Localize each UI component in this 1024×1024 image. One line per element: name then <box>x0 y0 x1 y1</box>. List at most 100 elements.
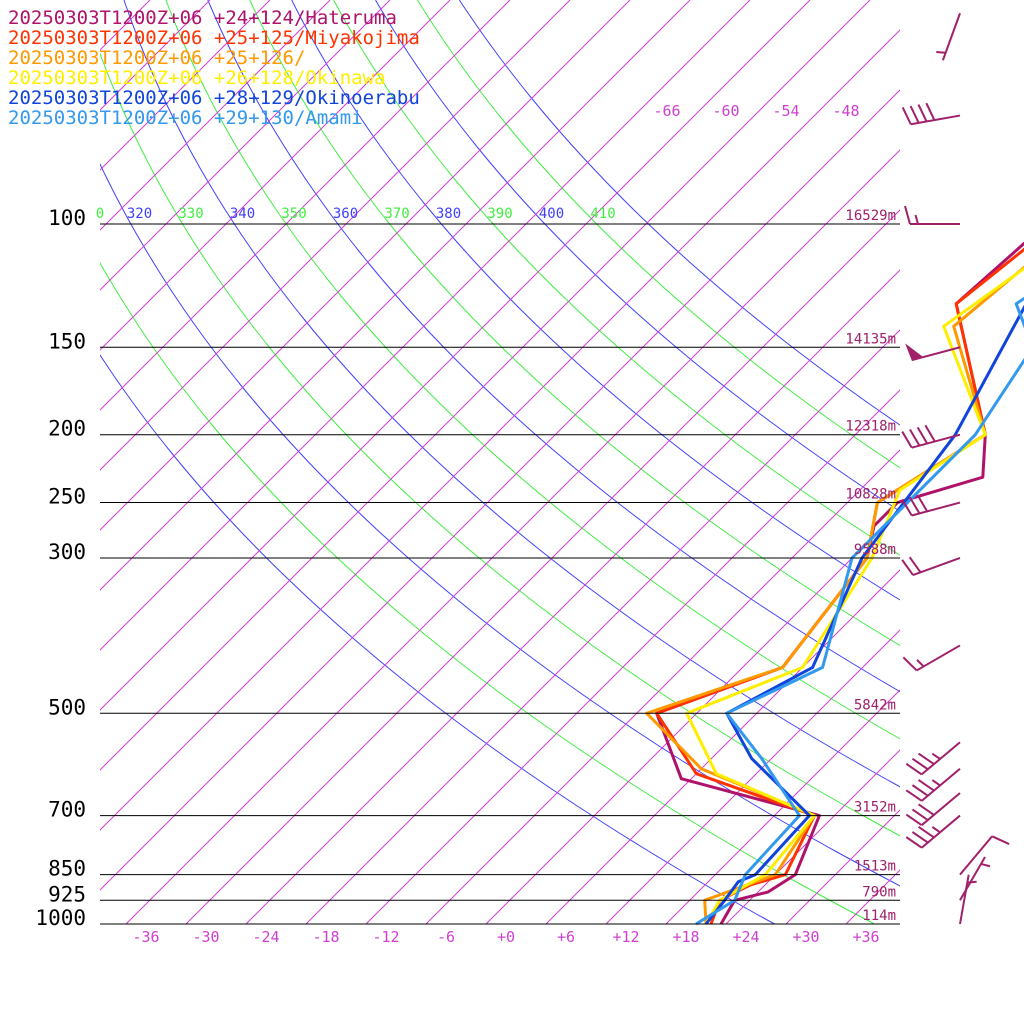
theta-line <box>100 162 900 887</box>
grid-layer <box>0 0 1024 924</box>
theta-line <box>249 0 900 646</box>
upper-temp-label: -54 <box>772 102 799 120</box>
theta-label: 400 <box>539 206 564 222</box>
isotherm-line <box>365 389 900 924</box>
isotherm-line <box>100 0 811 711</box>
legend-entry-6: 20250303T1200Z+06 +29+130/Amami <box>8 107 363 129</box>
profile-line-4 <box>685 266 1024 925</box>
temp-tick-label: -30 <box>192 928 219 946</box>
isotherm-line <box>485 509 900 924</box>
theta-line <box>375 0 900 512</box>
temp-tick-label: +24 <box>732 928 759 946</box>
height-label: 1513m <box>854 859 896 875</box>
wind-barb <box>905 741 961 776</box>
wind-barb <box>905 767 961 802</box>
isotherm-line <box>305 329 900 924</box>
isotherm-line <box>425 449 900 924</box>
height-label: 9588m <box>854 542 896 558</box>
isotherm-line <box>100 0 271 171</box>
legend-entry-2: 20250303T1200Z+06 +25+125/Miyakojima <box>8 27 420 49</box>
height-label: 16529m <box>845 208 896 224</box>
theta-label: 340 <box>230 206 255 222</box>
theta-line <box>417 0 900 469</box>
isotherm-line <box>125 149 900 924</box>
theta-label: 380 <box>436 206 461 222</box>
theta-label: 370 <box>384 206 409 222</box>
height-label: 14135m <box>845 331 896 347</box>
pressure-label: 100 <box>48 206 86 230</box>
temp-tick-label: +0 <box>497 928 515 946</box>
wind-barb <box>905 343 961 362</box>
temp-tick-label: -6 <box>437 928 455 946</box>
isotherm-line <box>100 0 631 531</box>
legend-entry-1: 20250303T1200Z+06 +24+124/Hateruma <box>8 7 397 29</box>
theta-label: 320 <box>127 206 152 222</box>
barb-layer <box>901 12 1010 925</box>
label-layer: 100 16529m 150 14135m 200 12318m 250 10828m 300 9… <box>35 102 900 946</box>
isotherm-line <box>245 269 900 924</box>
legend-entry-5: 20250303T1200Z+06 +28+129/Okinoerabu <box>8 87 420 109</box>
pressure-label: 200 <box>48 417 86 441</box>
pressure-label: 700 <box>48 798 86 822</box>
temp-tick-label: -24 <box>252 928 279 946</box>
pressure-label: 300 <box>48 540 86 564</box>
temp-tick-label: +6 <box>557 928 575 946</box>
temp-tick-label: +18 <box>672 928 699 946</box>
temp-tick-label: -36 <box>132 928 159 946</box>
isotherm-line <box>100 0 751 651</box>
isotherm-line <box>100 0 391 291</box>
wind-barb <box>905 814 961 849</box>
wind-barb <box>902 644 961 672</box>
theta-line <box>100 261 875 924</box>
isotherm-line <box>725 749 900 924</box>
theta-line <box>123 0 900 788</box>
height-label: 3152m <box>854 800 896 816</box>
pressure-label: 250 <box>48 485 86 509</box>
isotherm-line <box>100 0 511 411</box>
isotherm-line <box>0 0 90 924</box>
isotherm-line <box>100 0 151 51</box>
height-label: 114m <box>862 908 896 924</box>
isotherm-line <box>100 89 900 891</box>
isotherm-line <box>100 0 571 471</box>
pressure-label: 150 <box>48 329 86 353</box>
isotherm-line <box>100 0 691 591</box>
temp-tick-label: -12 <box>372 928 399 946</box>
series-layer <box>645 241 1024 926</box>
theta-label: 360 <box>333 206 358 222</box>
theta-line <box>207 0 900 693</box>
legend-entry-3: 20250303T1200Z+06 +25+126/ <box>8 47 305 69</box>
wind-barb <box>905 792 961 827</box>
pressure-label: 850 <box>48 857 86 881</box>
theta-label: 350 <box>281 206 306 222</box>
theta-label: 410 <box>590 206 615 222</box>
height-label: 790m <box>862 884 896 900</box>
isotherm-line <box>100 0 451 351</box>
isotherm-line <box>605 629 900 924</box>
wind-barb <box>959 835 1010 876</box>
height-label: 12318m <box>845 419 896 435</box>
profile-line-1 <box>655 241 1024 925</box>
isotherm-line <box>785 809 900 924</box>
theta-line <box>458 0 900 426</box>
temp-tick-label: -18 <box>312 928 339 946</box>
theta-label: 390 <box>487 206 512 222</box>
wind-barb <box>901 494 961 517</box>
upper-temp-label: -48 <box>832 102 859 120</box>
isotherm-line <box>100 0 871 771</box>
wind-barb <box>901 102 961 126</box>
isotherm-line <box>0 0 30 924</box>
pressure-label: 500 <box>48 695 86 719</box>
wind-barb <box>936 12 961 61</box>
legend-entry-4: 20250303T1200Z+06 +26+128/Okinawa <box>8 67 386 89</box>
isotherm-line <box>906 0 1024 924</box>
upper-temp-label: -66 <box>653 102 680 120</box>
pressure-label: 925 <box>48 882 86 906</box>
theta-line <box>100 52 900 837</box>
wind-barb <box>901 424 961 449</box>
pressure-label: 1000 <box>35 906 86 930</box>
isotherm-line <box>185 209 900 924</box>
legend: 20250303T1200Z+06 +24+124/Hateruma202503… <box>8 7 420 129</box>
